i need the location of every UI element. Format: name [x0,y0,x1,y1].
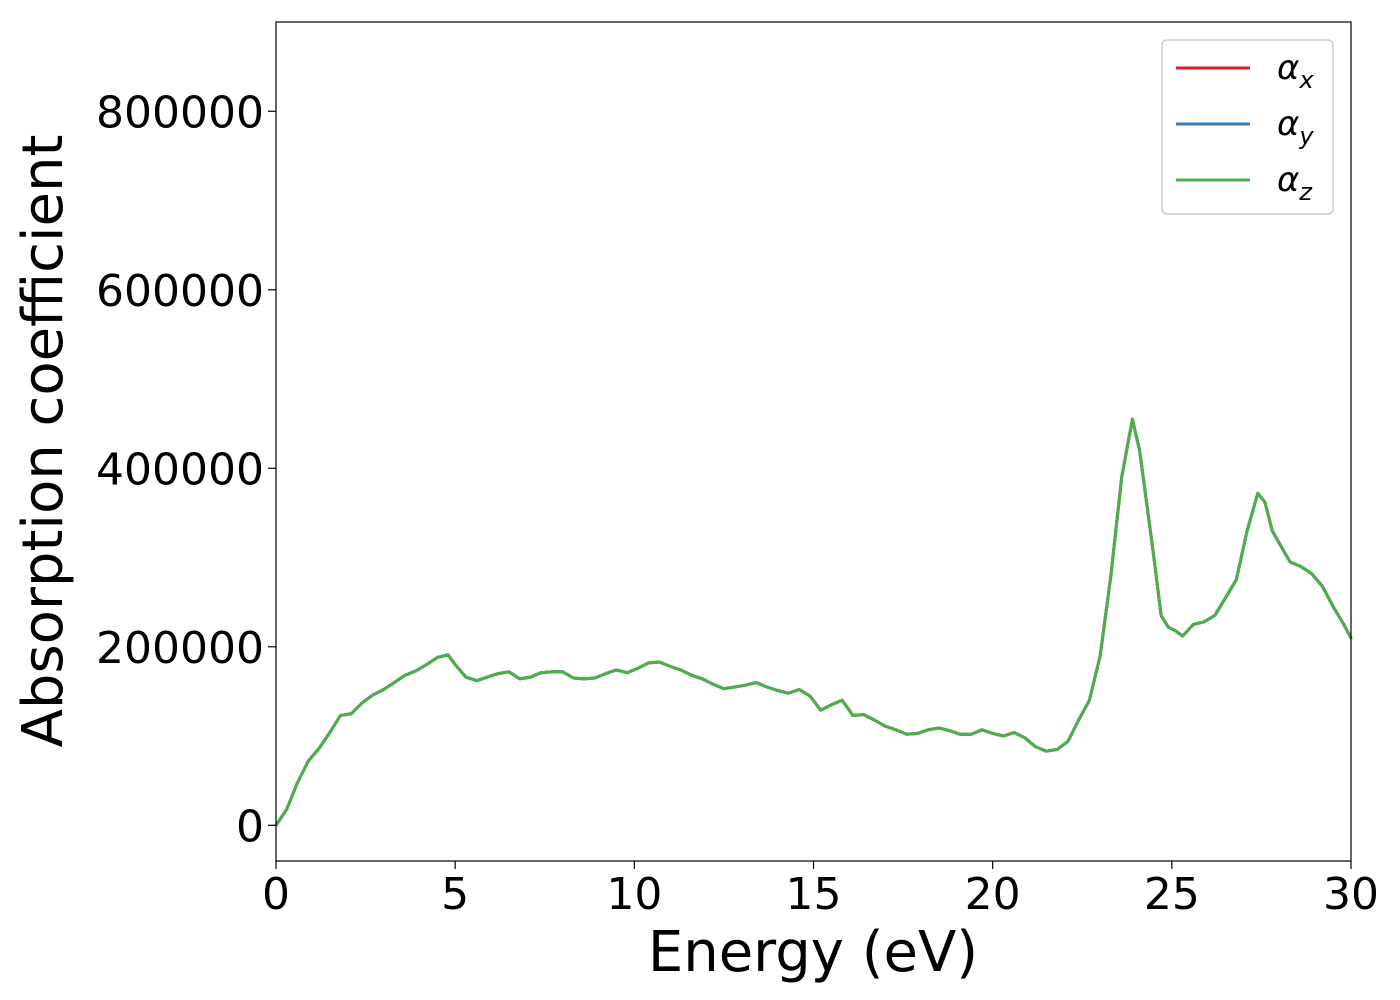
legend-symbol: α [1277,48,1299,88]
legend-label-x: αx [1277,48,1314,94]
x-tick-label: 5 [441,869,469,920]
x-axis-ticks: 0 5 10 15 20 25 30 [262,861,1379,920]
legend-subscript: y [1298,122,1314,150]
x-tick-label: 10 [606,869,662,920]
x-tick-label: 15 [786,869,842,920]
y-tick-label: 0 [236,801,264,852]
legend-box [1161,39,1334,215]
x-tick-label: 25 [1144,869,1200,920]
y-axis-ticks: 0 200000 400000 600000 800000 [96,87,276,852]
x-tick-label: 30 [1323,869,1379,920]
legend-subscript: z [1298,178,1313,206]
legend-label-z: αz [1277,160,1313,206]
legend-label-y: αy [1277,104,1314,150]
series-line-2 [274,417,1353,827]
y-tick-label: 400000 [96,444,264,495]
y-tick-label: 800000 [96,87,264,138]
series-line-1 [274,417,1353,827]
x-tick-label: 20 [965,869,1021,920]
series-layer [274,417,1353,827]
x-tick-label: 0 [262,869,290,920]
y-tick-label: 600000 [96,266,264,317]
y-tick-label: 200000 [96,623,264,674]
legend-symbol: α [1277,104,1299,144]
series-line-3 [274,417,1353,827]
legend-subscript: x [1298,66,1314,94]
x-axis-label: Energy (eV) [648,920,978,985]
y-axis-label: Absorption coefficient [11,135,76,748]
legend-symbol: α [1277,160,1299,200]
